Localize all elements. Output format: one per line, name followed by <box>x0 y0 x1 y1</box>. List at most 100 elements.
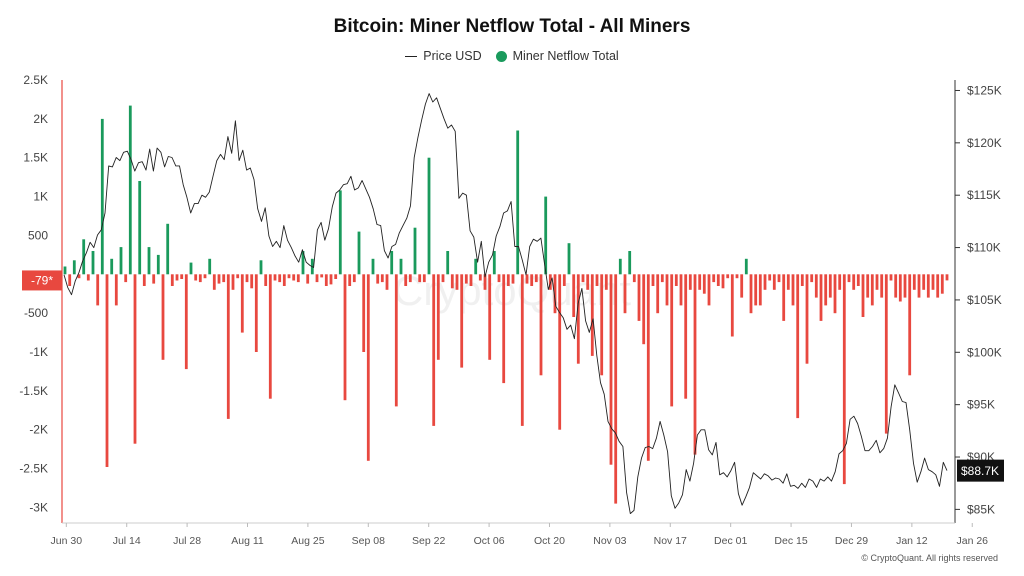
netflow-bar <box>380 274 384 283</box>
netflow-bar <box>226 274 230 419</box>
netflow-bar <box>530 274 534 286</box>
netflow-bar <box>278 274 282 283</box>
netflow-bar <box>198 274 202 283</box>
netflow-bar <box>390 251 394 275</box>
netflow-bar <box>898 274 902 302</box>
legend-item-price[interactable]: Price USD <box>405 49 482 63</box>
netflow-bar <box>511 274 515 284</box>
netflow-bar <box>366 274 370 461</box>
netflow-bar <box>894 274 898 298</box>
netflow-bar <box>338 190 342 275</box>
netflow-bar <box>590 274 594 356</box>
netflow-bar <box>371 258 375 275</box>
netflow-bar <box>940 274 944 294</box>
netflow-bar <box>693 274 697 455</box>
netflow-bar <box>264 274 268 286</box>
netflow-bar <box>142 274 146 286</box>
netflow-bar <box>334 274 338 279</box>
netflow-bar <box>352 274 356 283</box>
netflow-bar <box>749 274 753 314</box>
netflow-bar <box>637 274 641 321</box>
netflow-bar <box>861 274 865 317</box>
netflow-bar <box>175 274 179 281</box>
netflow-bar <box>170 274 174 286</box>
y-left-tick-label: -1K <box>29 345 48 359</box>
netflow-bar <box>595 274 599 286</box>
netflow-bar <box>105 274 109 467</box>
netflow-bar <box>628 251 632 275</box>
netflow-bar <box>754 274 758 306</box>
y-left-tick-label: 2.5K <box>23 73 48 87</box>
netflow-bar <box>292 274 296 281</box>
netflow-bar <box>138 181 142 275</box>
netflow-bar <box>399 258 403 275</box>
netflow-bar <box>86 274 90 281</box>
netflow-bar <box>763 274 767 290</box>
netflow-bar <box>796 274 800 419</box>
netflow-bar <box>922 274 926 290</box>
netflow-bar <box>656 274 660 314</box>
dot-marker-icon <box>495 50 507 62</box>
y-right-tick-label: $95K <box>967 398 995 412</box>
y-left-tick-label: 1.5K <box>23 151 48 165</box>
netflow-bar <box>670 274 674 407</box>
x-tick-label: Oct 06 <box>474 535 505 547</box>
netflow-bar <box>782 274 786 321</box>
netflow-bar <box>786 274 790 290</box>
netflow-bar <box>600 274 604 376</box>
netflow-bar <box>586 274 590 290</box>
netflow-bar <box>740 274 744 298</box>
netflow-bar <box>833 274 837 314</box>
y-right-tick-label: $115K <box>967 188 1001 202</box>
netflow-bar <box>77 274 81 279</box>
x-tick-label: Jan 12 <box>896 535 928 547</box>
legend-item-netflow[interactable]: Miner Netflow Total <box>495 49 619 63</box>
netflow-bar <box>945 274 949 281</box>
netflow-bars <box>63 105 949 504</box>
netflow-bar <box>632 274 636 283</box>
netflow-bar <box>502 274 506 384</box>
x-axis-labels: Jun 30 Jul 14 Jul 28 Aug 11 Aug 25 Sep 08 Sep … <box>51 523 988 547</box>
netflow-bar <box>231 274 235 290</box>
netflow-bar <box>688 274 692 290</box>
x-tick-label: Dec 01 <box>714 535 747 547</box>
netflow-bar <box>254 274 258 352</box>
netflow-bar <box>222 274 226 283</box>
netflow-bar <box>716 274 720 286</box>
netflow-bar <box>880 274 884 298</box>
netflow-bar <box>838 274 842 290</box>
netflow-bar <box>562 274 566 286</box>
netflow-bar <box>623 274 627 314</box>
netflow-bar <box>128 105 132 275</box>
netflow-bar <box>651 274 655 286</box>
netflow-bar <box>450 274 454 289</box>
netflow-bar <box>791 274 795 306</box>
x-tick-label: Dec 29 <box>835 535 868 547</box>
netflow-bar <box>329 274 333 285</box>
netflow-bar <box>856 274 860 286</box>
y-left-tick-label: -1.5K <box>19 384 48 398</box>
y-left-tick-label: -3K <box>29 500 48 514</box>
netflow-bar <box>875 274 879 290</box>
current-netflow-flag <box>22 270 62 291</box>
netflow-bar <box>674 274 678 286</box>
netflow-bar <box>492 251 496 275</box>
netflow-bar <box>166 223 170 275</box>
netflow-bar <box>268 274 272 399</box>
netflow-bar <box>212 274 216 290</box>
netflow-bar <box>553 274 557 314</box>
chart-title: Bitcoin: Miner Netflow Total - All Miner… <box>333 16 691 37</box>
netflow-bar <box>702 274 706 294</box>
netflow-bar <box>180 274 184 279</box>
line-marker-icon <box>405 55 418 57</box>
netflow-bar <box>558 274 562 430</box>
netflow-bar <box>870 274 874 306</box>
legend-label-netflow: Miner Netflow Total <box>512 49 619 63</box>
netflow-bar <box>642 274 646 345</box>
y-left-tick-label: -2.5K <box>19 462 48 476</box>
legend-label-price: Price USD <box>423 49 482 63</box>
netflow-bar <box>436 274 440 360</box>
netflow-bar <box>772 274 776 290</box>
netflow-bar <box>544 196 548 275</box>
